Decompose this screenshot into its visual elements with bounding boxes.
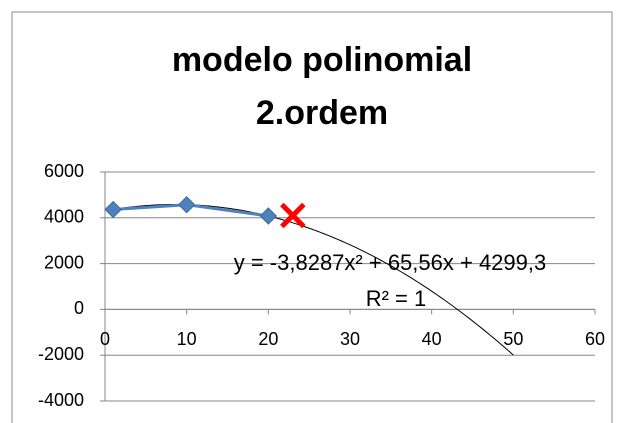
y-tick-label: 2000 [44, 252, 84, 272]
marker [104, 200, 122, 219]
marker [177, 195, 196, 214]
y-tick-label: -4000 [38, 390, 84, 410]
x-tick-label: 40 [422, 329, 442, 349]
marker [259, 207, 278, 225]
chart-title: modelo polinomial [172, 41, 472, 79]
trendline-r2: R² = 1 [366, 286, 427, 311]
chart-title: 2.ordem [256, 94, 388, 132]
y-tick-label: 0 [74, 298, 84, 318]
trendline-equation: y = -3,8287x² + 65,56x + 4299,3 [234, 250, 547, 275]
marker [280, 202, 306, 229]
x-tick-label: 50 [503, 329, 523, 349]
x-tick-label: 60 [585, 329, 605, 349]
x-tick-label: 10 [177, 329, 197, 349]
y-tick-label: 6000 [44, 161, 84, 181]
trendline [113, 204, 514, 356]
x-tick-label: 20 [258, 329, 278, 349]
y-tick-label: -2000 [38, 344, 84, 364]
x-tick-label: 0 [100, 329, 110, 349]
y-tick-label: 4000 [44, 207, 84, 227]
chart-border [11, 11, 613, 423]
x-tick-label: 30 [340, 329, 360, 349]
